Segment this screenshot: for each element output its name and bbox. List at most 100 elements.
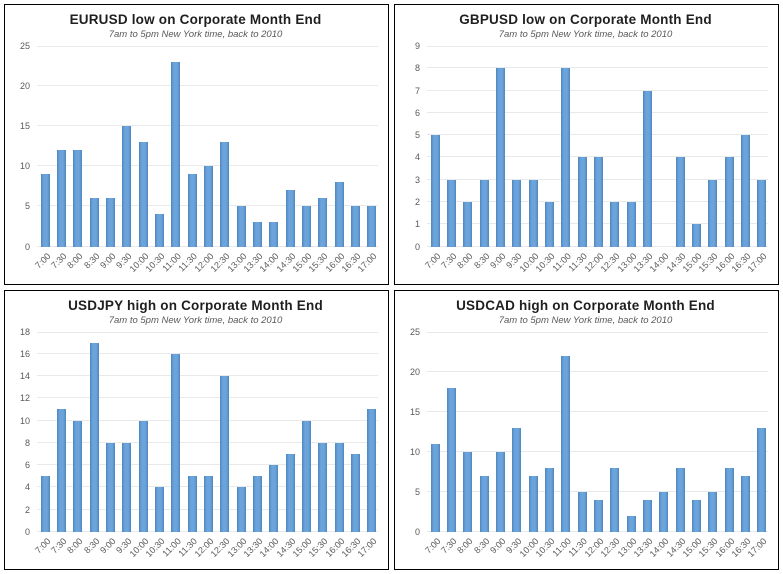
bar — [236, 206, 246, 247]
bar — [642, 90, 652, 247]
gridline — [427, 46, 768, 47]
bar-slot — [347, 332, 363, 532]
bars-series — [427, 332, 770, 532]
chart-subtitle: 7am to 5pm New York time, back to 2010 — [498, 29, 673, 40]
gridline — [37, 352, 378, 354]
y-tick-label: 10 — [19, 161, 30, 172]
bar — [528, 475, 538, 532]
bar — [708, 179, 718, 247]
bar-slot — [509, 332, 525, 532]
bar-slot — [282, 332, 298, 532]
bar-slot — [427, 46, 443, 247]
bar — [642, 499, 652, 532]
gridline — [427, 370, 768, 372]
bar — [73, 420, 83, 532]
chart-title: GBPUSD low on Corporate Month End — [459, 12, 712, 27]
y-tick-label: 25 — [409, 326, 420, 337]
bar — [334, 442, 344, 532]
bar — [757, 427, 767, 532]
bars-series — [37, 332, 380, 532]
plot-area — [37, 331, 380, 532]
bar-slot — [102, 46, 118, 247]
chart-subtitle: 7am to 5pm New York time, back to 2010 — [108, 314, 283, 326]
chart-title: USDCAD high on Corporate Month End — [456, 297, 715, 313]
y-tick-label: 7 — [414, 85, 420, 96]
bar-slot — [590, 46, 606, 247]
chart-title: USDJPY high on Corporate Month End — [68, 297, 323, 313]
bar-slot — [460, 46, 476, 247]
bar — [495, 451, 505, 532]
bar-slot — [217, 46, 233, 247]
bar — [301, 420, 311, 532]
bar — [220, 142, 230, 247]
y-tick-label: 10 — [19, 415, 30, 426]
bar-slot — [590, 332, 606, 532]
y-tick-label: 0 — [24, 527, 30, 537]
gridline — [427, 490, 768, 492]
bars-series — [37, 46, 380, 247]
bar-slot — [656, 46, 672, 247]
plot-area — [427, 46, 770, 247]
bar — [350, 206, 360, 247]
y-axis: 0 2 4 6 8 10 12 14 16 18 — [11, 327, 37, 538]
bar — [626, 515, 636, 532]
bar — [220, 376, 230, 532]
bar — [318, 442, 328, 532]
bar-slot — [298, 46, 314, 247]
bar — [350, 454, 360, 532]
chart-panel-usdjpy: USDJPY high on Corporate Month End 7am t… — [4, 289, 389, 570]
y-tick-label: 5 — [24, 201, 30, 212]
bars-series — [427, 46, 770, 247]
y-tick-label: 0 — [24, 241, 30, 252]
bar — [171, 353, 181, 532]
y-tick-label: 8 — [414, 63, 420, 74]
bar — [187, 174, 197, 247]
bar — [430, 135, 440, 247]
bar-slot — [37, 332, 53, 532]
bar-slot — [623, 332, 639, 532]
bar-slot — [298, 332, 314, 532]
bar — [446, 387, 456, 532]
y-tick-label: 10 — [409, 446, 420, 457]
y-tick-label: 2 — [24, 504, 30, 515]
y-tick-label: 0 — [414, 241, 420, 252]
bar — [691, 499, 701, 532]
x-axis: 7:00 7:30 8:00 8:30 9:00 9:30 10:00 10:30 11:00 1… — [423, 532, 770, 565]
bar-slot — [151, 332, 167, 532]
bar-slot — [119, 332, 135, 532]
bar — [724, 467, 734, 532]
bar — [40, 174, 50, 247]
gridline — [427, 134, 768, 136]
y-tick-label: 12 — [19, 393, 30, 404]
x-tick: 17:00 — [356, 532, 380, 565]
bar-slot — [558, 46, 574, 247]
bar — [318, 198, 328, 247]
bar-slot — [558, 332, 574, 532]
bar-slot — [184, 332, 200, 532]
bar-slot — [705, 332, 721, 532]
chart-subtitle: 7am to 5pm New York time, back to 2010 — [498, 314, 673, 326]
bar-slot — [37, 46, 53, 247]
bar — [561, 355, 571, 532]
bar-slot — [443, 46, 459, 247]
bar-slot — [476, 46, 492, 247]
y-axis: 0 5 10 15 20 25 — [401, 327, 427, 538]
bar — [203, 476, 213, 532]
bar-slot — [607, 46, 623, 247]
bar-slot — [86, 332, 102, 532]
bar — [252, 476, 262, 532]
bar — [89, 198, 99, 247]
plot-area — [37, 46, 380, 247]
bar-slot — [200, 46, 216, 247]
gridline — [37, 125, 378, 127]
bar-slot — [364, 46, 380, 247]
y-tick-label: 15 — [409, 406, 420, 417]
bar-slot — [688, 332, 704, 532]
bar-chart: 0 5 10 15 20 25 7:00 7:30 8:00 8:30 9:00 9:30 10:00… — [11, 41, 380, 280]
y-axis: 0 1 2 3 4 5 6 7 8 9 — [401, 41, 427, 252]
bar-slot — [53, 332, 69, 532]
bar — [301, 206, 311, 247]
x-axis: 7:00 7:30 8:00 8:30 9:00 9:30 10:00 10:30 11:00 1… — [33, 247, 380, 280]
bar — [675, 157, 685, 247]
bar-slot — [574, 46, 590, 247]
